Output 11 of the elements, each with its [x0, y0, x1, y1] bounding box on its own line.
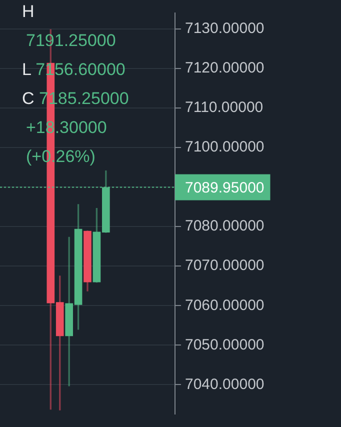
- y-tick-label: 7070.00000: [185, 257, 264, 274]
- y-tick-label: 7100.00000: [185, 138, 264, 156]
- ref-line-label: 7089.95000: [185, 179, 264, 196]
- y-tick-label: 7080.00000: [185, 218, 264, 235]
- y-tick-label: 7060.00000: [185, 296, 264, 314]
- y-tick-label: 7130.00000: [185, 20, 264, 37]
- y-tick-label: 7050.00000: [185, 336, 264, 354]
- y-tick-label: 7120.00000: [185, 60, 264, 77]
- annotation: H: [22, 1, 36, 23]
- y-tick-label: 7110.00000: [185, 99, 264, 116]
- y-tick-label: 7040.00000: [185, 376, 264, 393]
